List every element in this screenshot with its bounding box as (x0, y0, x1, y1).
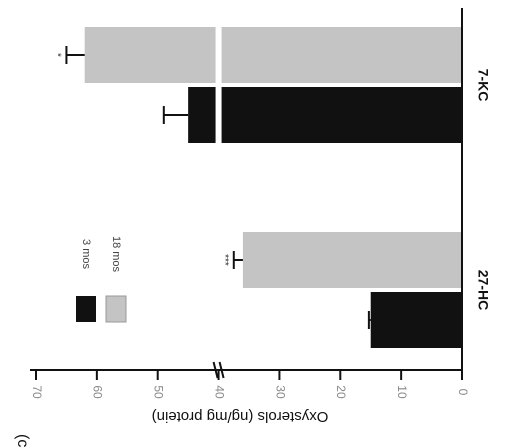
tick-label: 30 (273, 385, 287, 399)
category-label: 27-HC (475, 270, 491, 310)
tick-label: 40 (212, 385, 226, 399)
legend-label: 3 mos (80, 239, 92, 269)
bars-group (84, 27, 462, 348)
tick-label: 50 (152, 385, 166, 399)
error-bars-group: **** (51, 8, 371, 379)
bar-27-HC-18-mos (242, 232, 462, 288)
legend-swatch (76, 296, 96, 322)
axis-break-gap (215, 8, 222, 368)
significance-marker: * (51, 53, 62, 57)
tick-label: 70 (30, 385, 44, 399)
tick-label: 0 (456, 389, 470, 396)
tick-label: 20 (334, 385, 348, 399)
legend-swatch (105, 295, 127, 323)
bar-7-KC-18-mos (84, 27, 462, 83)
value-axis-title: Oxysterols (ng/mg protein) (152, 408, 329, 425)
ticks-group: 0 10 20 30 40 50 60 70 (30, 370, 470, 399)
panel-label: (c) (14, 434, 31, 447)
significance-marker: *** (219, 254, 230, 266)
tick-label: 60 (91, 385, 105, 399)
value-axis (30, 8, 463, 371)
legend: 3 mos 18 mos (76, 236, 127, 323)
bar-27-HC-3-mos (370, 292, 462, 348)
tick-label: 10 (395, 385, 409, 399)
category-label: 7-KC (475, 69, 491, 102)
bar-7-KC-3-mos (188, 87, 462, 143)
legend-label: 18 mos (110, 236, 122, 273)
category-labels: 27-HC 7-KC (475, 69, 491, 311)
